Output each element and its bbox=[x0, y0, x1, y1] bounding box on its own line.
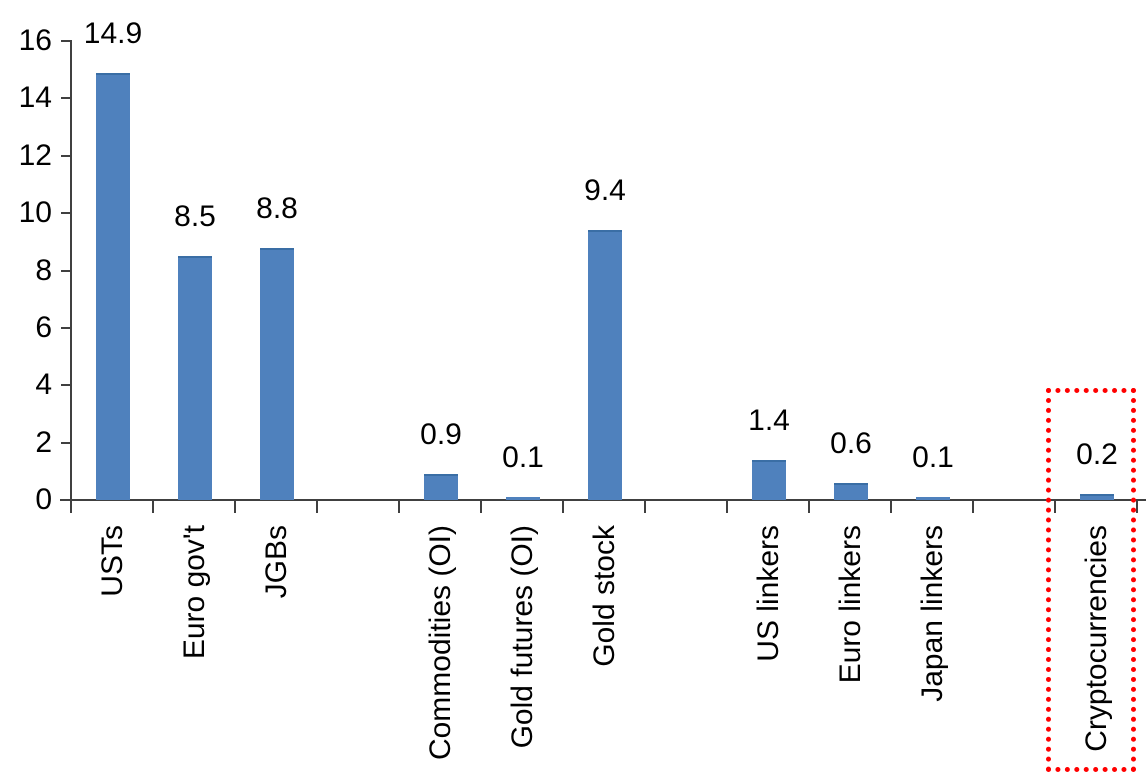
x-axis-tick bbox=[726, 500, 728, 513]
y-axis-label: 12 bbox=[18, 138, 52, 172]
bar-value-label: 0.6 bbox=[830, 426, 872, 460]
bar-value-label: 8.8 bbox=[256, 191, 298, 225]
bar bbox=[752, 459, 786, 500]
y-axis-tick bbox=[61, 212, 72, 215]
bar-value-label: 9.4 bbox=[584, 174, 626, 208]
y-axis-label: 6 bbox=[35, 310, 52, 344]
category-label: Gold futures (OI) bbox=[506, 525, 539, 749]
category-label: Euro linkers bbox=[834, 525, 867, 684]
bar bbox=[424, 474, 458, 500]
bar bbox=[178, 256, 212, 500]
y-axis-tick bbox=[61, 269, 72, 272]
y-axis-label: 14 bbox=[18, 81, 52, 115]
bar-value-label: 1.4 bbox=[748, 403, 790, 437]
bar-value-label: 0.1 bbox=[912, 441, 954, 475]
x-axis-tick bbox=[972, 500, 974, 513]
bar bbox=[834, 482, 868, 500]
y-axis-tick bbox=[61, 40, 72, 42]
y-axis-label: 8 bbox=[35, 253, 52, 287]
bar bbox=[96, 72, 130, 500]
bar-value-label: 0.9 bbox=[420, 418, 462, 452]
category-label: USTs bbox=[96, 525, 129, 597]
bar bbox=[916, 497, 950, 500]
bar bbox=[588, 230, 622, 500]
category-label: Euro gov't bbox=[178, 525, 211, 660]
highlight-box bbox=[1046, 388, 1136, 772]
x-axis-tick bbox=[1054, 500, 1056, 513]
bar-value-label: 8.5 bbox=[174, 200, 216, 234]
x-axis-tick bbox=[234, 500, 236, 513]
category-label: Japan linkers bbox=[916, 525, 949, 702]
x-axis-tick bbox=[152, 500, 154, 513]
category-label: Commodities (OI) bbox=[424, 525, 457, 761]
x-axis-tick bbox=[398, 500, 400, 513]
x-axis-tick bbox=[70, 500, 72, 513]
bar-value-label: 0.1 bbox=[502, 441, 544, 475]
y-axis-label: 16 bbox=[18, 24, 52, 57]
y-axis-tick bbox=[61, 97, 72, 100]
x-axis-line bbox=[60, 499, 1146, 501]
category-label: Gold stock bbox=[588, 525, 621, 667]
category-label: JGBs bbox=[260, 525, 293, 599]
x-axis-tick bbox=[644, 500, 646, 513]
y-axis-label: 2 bbox=[35, 425, 52, 459]
x-axis-tick bbox=[480, 500, 482, 513]
x-axis-tick bbox=[1136, 500, 1138, 513]
y-axis-tick bbox=[61, 499, 72, 501]
y-axis-tick bbox=[61, 154, 72, 157]
y-axis-label: 0 bbox=[35, 483, 52, 516]
x-axis-tick bbox=[562, 500, 564, 513]
bar-value-label: 0.2 bbox=[1076, 438, 1118, 472]
bar bbox=[1080, 494, 1114, 500]
bar bbox=[506, 497, 540, 500]
y-axis-tick bbox=[61, 441, 72, 444]
y-axis-tick bbox=[61, 326, 72, 329]
y-axis-tick bbox=[61, 384, 72, 387]
x-axis-tick bbox=[316, 500, 318, 513]
x-axis-tick bbox=[890, 500, 892, 513]
bar-value-label: 14.9 bbox=[83, 16, 143, 50]
category-label: US linkers bbox=[752, 525, 785, 662]
y-axis-label: 10 bbox=[18, 196, 52, 230]
y-axis-line bbox=[70, 41, 72, 513]
x-axis-tick bbox=[808, 500, 810, 513]
bar bbox=[260, 247, 294, 500]
y-axis-label: 4 bbox=[35, 368, 52, 402]
